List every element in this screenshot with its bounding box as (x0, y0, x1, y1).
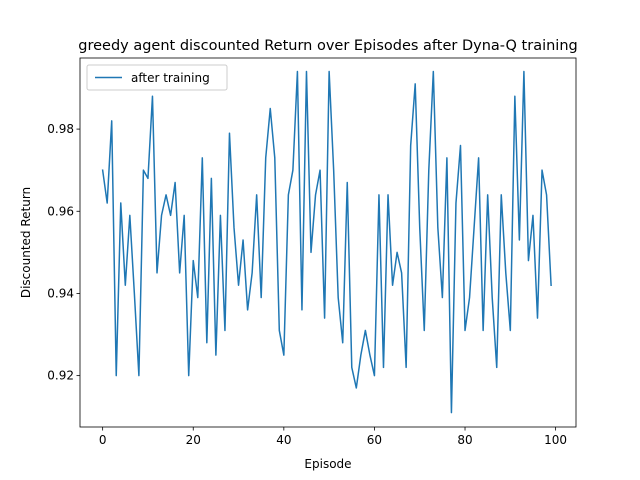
plot-frame (79, 57, 577, 428)
series-layer (101, 70, 552, 414)
x-tick-label: 80 (457, 433, 472, 447)
x-tick-label: 100 (544, 433, 567, 447)
legend: after training (86, 64, 228, 91)
x-tick-label: 20 (186, 433, 201, 447)
x-axis-ticks: 0 20 40 60 80 100 (99, 427, 567, 447)
y-axis-label: Discounted Return (19, 187, 33, 298)
y-axis-ticks: 0.92 0.94 0.96 0.98 (47, 122, 80, 383)
legend-box (86, 64, 228, 91)
y-tick-label: 0.92 (47, 369, 74, 383)
x-tick-label: 0 (99, 433, 107, 447)
legend-entry-after-training: after training (131, 71, 210, 85)
x-axis-label: Episode (304, 457, 351, 471)
series-line-after-training (101, 70, 552, 414)
x-tick-label: 40 (276, 433, 291, 447)
x-tick-label: 60 (367, 433, 382, 447)
chart-title: greedy agent discounted Return over Epis… (78, 38, 577, 54)
y-tick-label: 0.98 (47, 122, 74, 136)
y-tick-label: 0.94 (47, 286, 74, 300)
y-tick-label: 0.96 (47, 204, 74, 218)
